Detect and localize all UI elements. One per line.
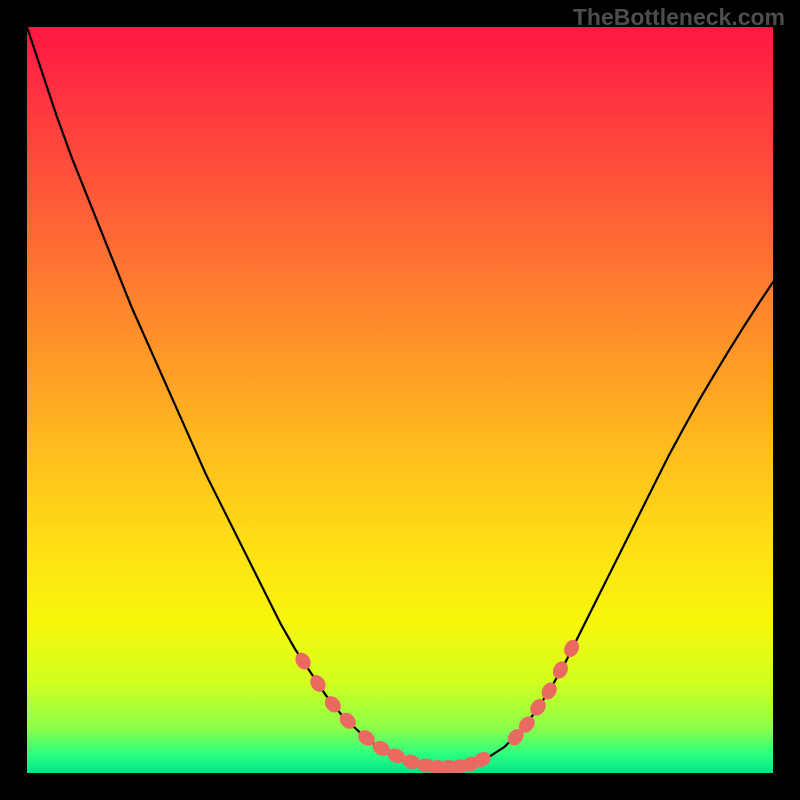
chart-svg xyxy=(27,27,773,773)
gradient-background xyxy=(27,27,773,773)
chart-canvas: TheBottleneck.com xyxy=(0,0,800,800)
plot-area xyxy=(27,27,773,773)
